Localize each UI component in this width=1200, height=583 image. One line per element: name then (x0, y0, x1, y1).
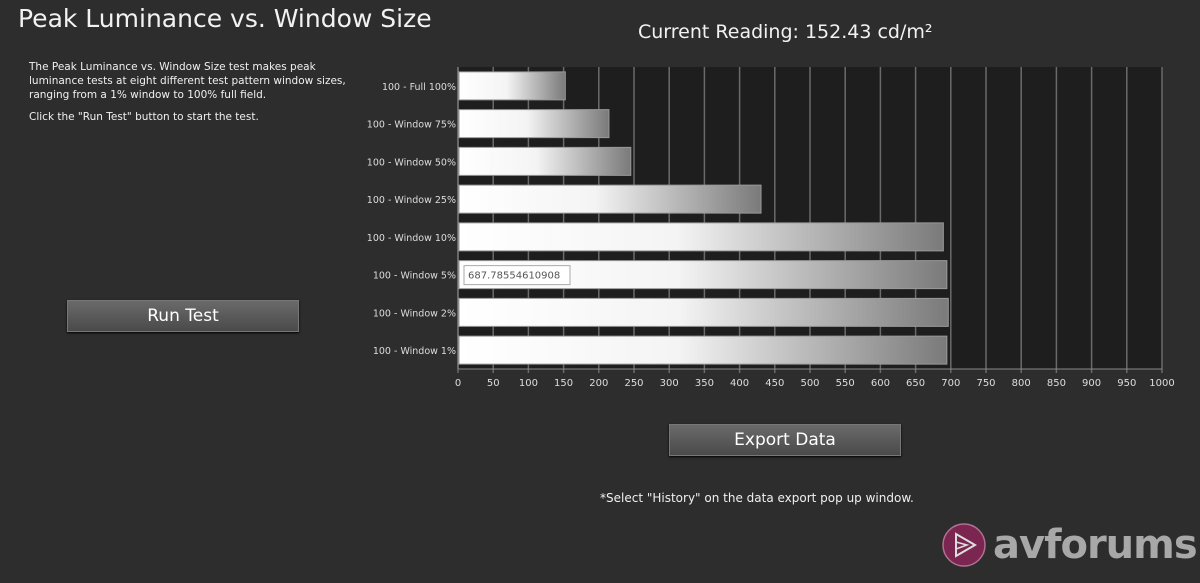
current-reading: Current Reading: 152.43 cd/m² (638, 21, 933, 43)
x-tick-label: 0 (455, 378, 461, 389)
y-tick-label: 100 - Window 1% (373, 346, 456, 357)
y-tick-label: 100 - Window 5% (373, 271, 456, 282)
run-test-button[interactable]: Run Test (67, 300, 299, 332)
tooltip-box (463, 265, 571, 286)
x-tick-label: 900 (1082, 378, 1101, 389)
page-title: Peak Luminance vs. Window Size (18, 4, 432, 33)
y-tick-label: 100 - Window 50% (367, 157, 456, 168)
x-tick-label: 50 (487, 378, 500, 389)
instruction-text: Click the "Run Test" button to start the… (29, 111, 259, 123)
bar (458, 184, 762, 214)
x-tick-label: 850 (1047, 378, 1066, 389)
y-tick-label: 100 - Window 75% (367, 120, 456, 131)
bar (458, 222, 944, 252)
bar (458, 109, 610, 139)
y-tick-label: 100 - Full 100% (382, 82, 456, 93)
x-tick-label: 350 (695, 378, 714, 389)
x-tick-label: 500 (800, 378, 819, 389)
x-tick-label: 150 (554, 378, 573, 389)
x-tick-label: 750 (976, 378, 995, 389)
y-tick-label: 100 - Window 10% (367, 233, 456, 244)
description-text: The Peak Luminance vs. Window Size test … (29, 61, 346, 101)
avforums-logo: avforums (941, 522, 1198, 568)
export-data-button[interactable]: Export Data (669, 424, 901, 456)
bar (458, 146, 632, 176)
y-tick-label: 100 - Window 25% (367, 195, 456, 206)
y-tick-label: 100 - Window 2% (373, 308, 456, 319)
tooltip-value: 687.78554610908 (468, 271, 560, 282)
x-tick-label: 600 (871, 378, 890, 389)
x-tick-label: 950 (1117, 378, 1136, 389)
x-tick-label: 700 (941, 378, 960, 389)
x-tick-label: 450 (765, 378, 784, 389)
x-tick-label: 300 (660, 378, 679, 389)
bar (458, 335, 948, 365)
x-tick-label: 250 (624, 378, 643, 389)
play-logo-icon (942, 523, 986, 567)
luminance-bar-chart: 0 50 100 150 200 250 300 350 400 450 500 550 600 650 7… (367, 67, 1175, 389)
x-tick-label: 650 (906, 378, 925, 389)
bar (458, 297, 949, 327)
export-note: *Select "History" on the data export pop… (600, 491, 914, 505)
x-tick-label: 1000 (1149, 378, 1174, 389)
test-description: The Peak Luminance vs. Window Size test … (29, 60, 349, 132)
x-tick-label: 400 (730, 378, 749, 389)
x-tick-label: 100 (519, 378, 538, 389)
x-tick-label: 800 (1012, 378, 1031, 389)
bar (458, 71, 566, 101)
logo-text: avforums (993, 522, 1198, 568)
x-tick-label: 550 (836, 378, 855, 389)
x-tick-label: 200 (589, 378, 608, 389)
